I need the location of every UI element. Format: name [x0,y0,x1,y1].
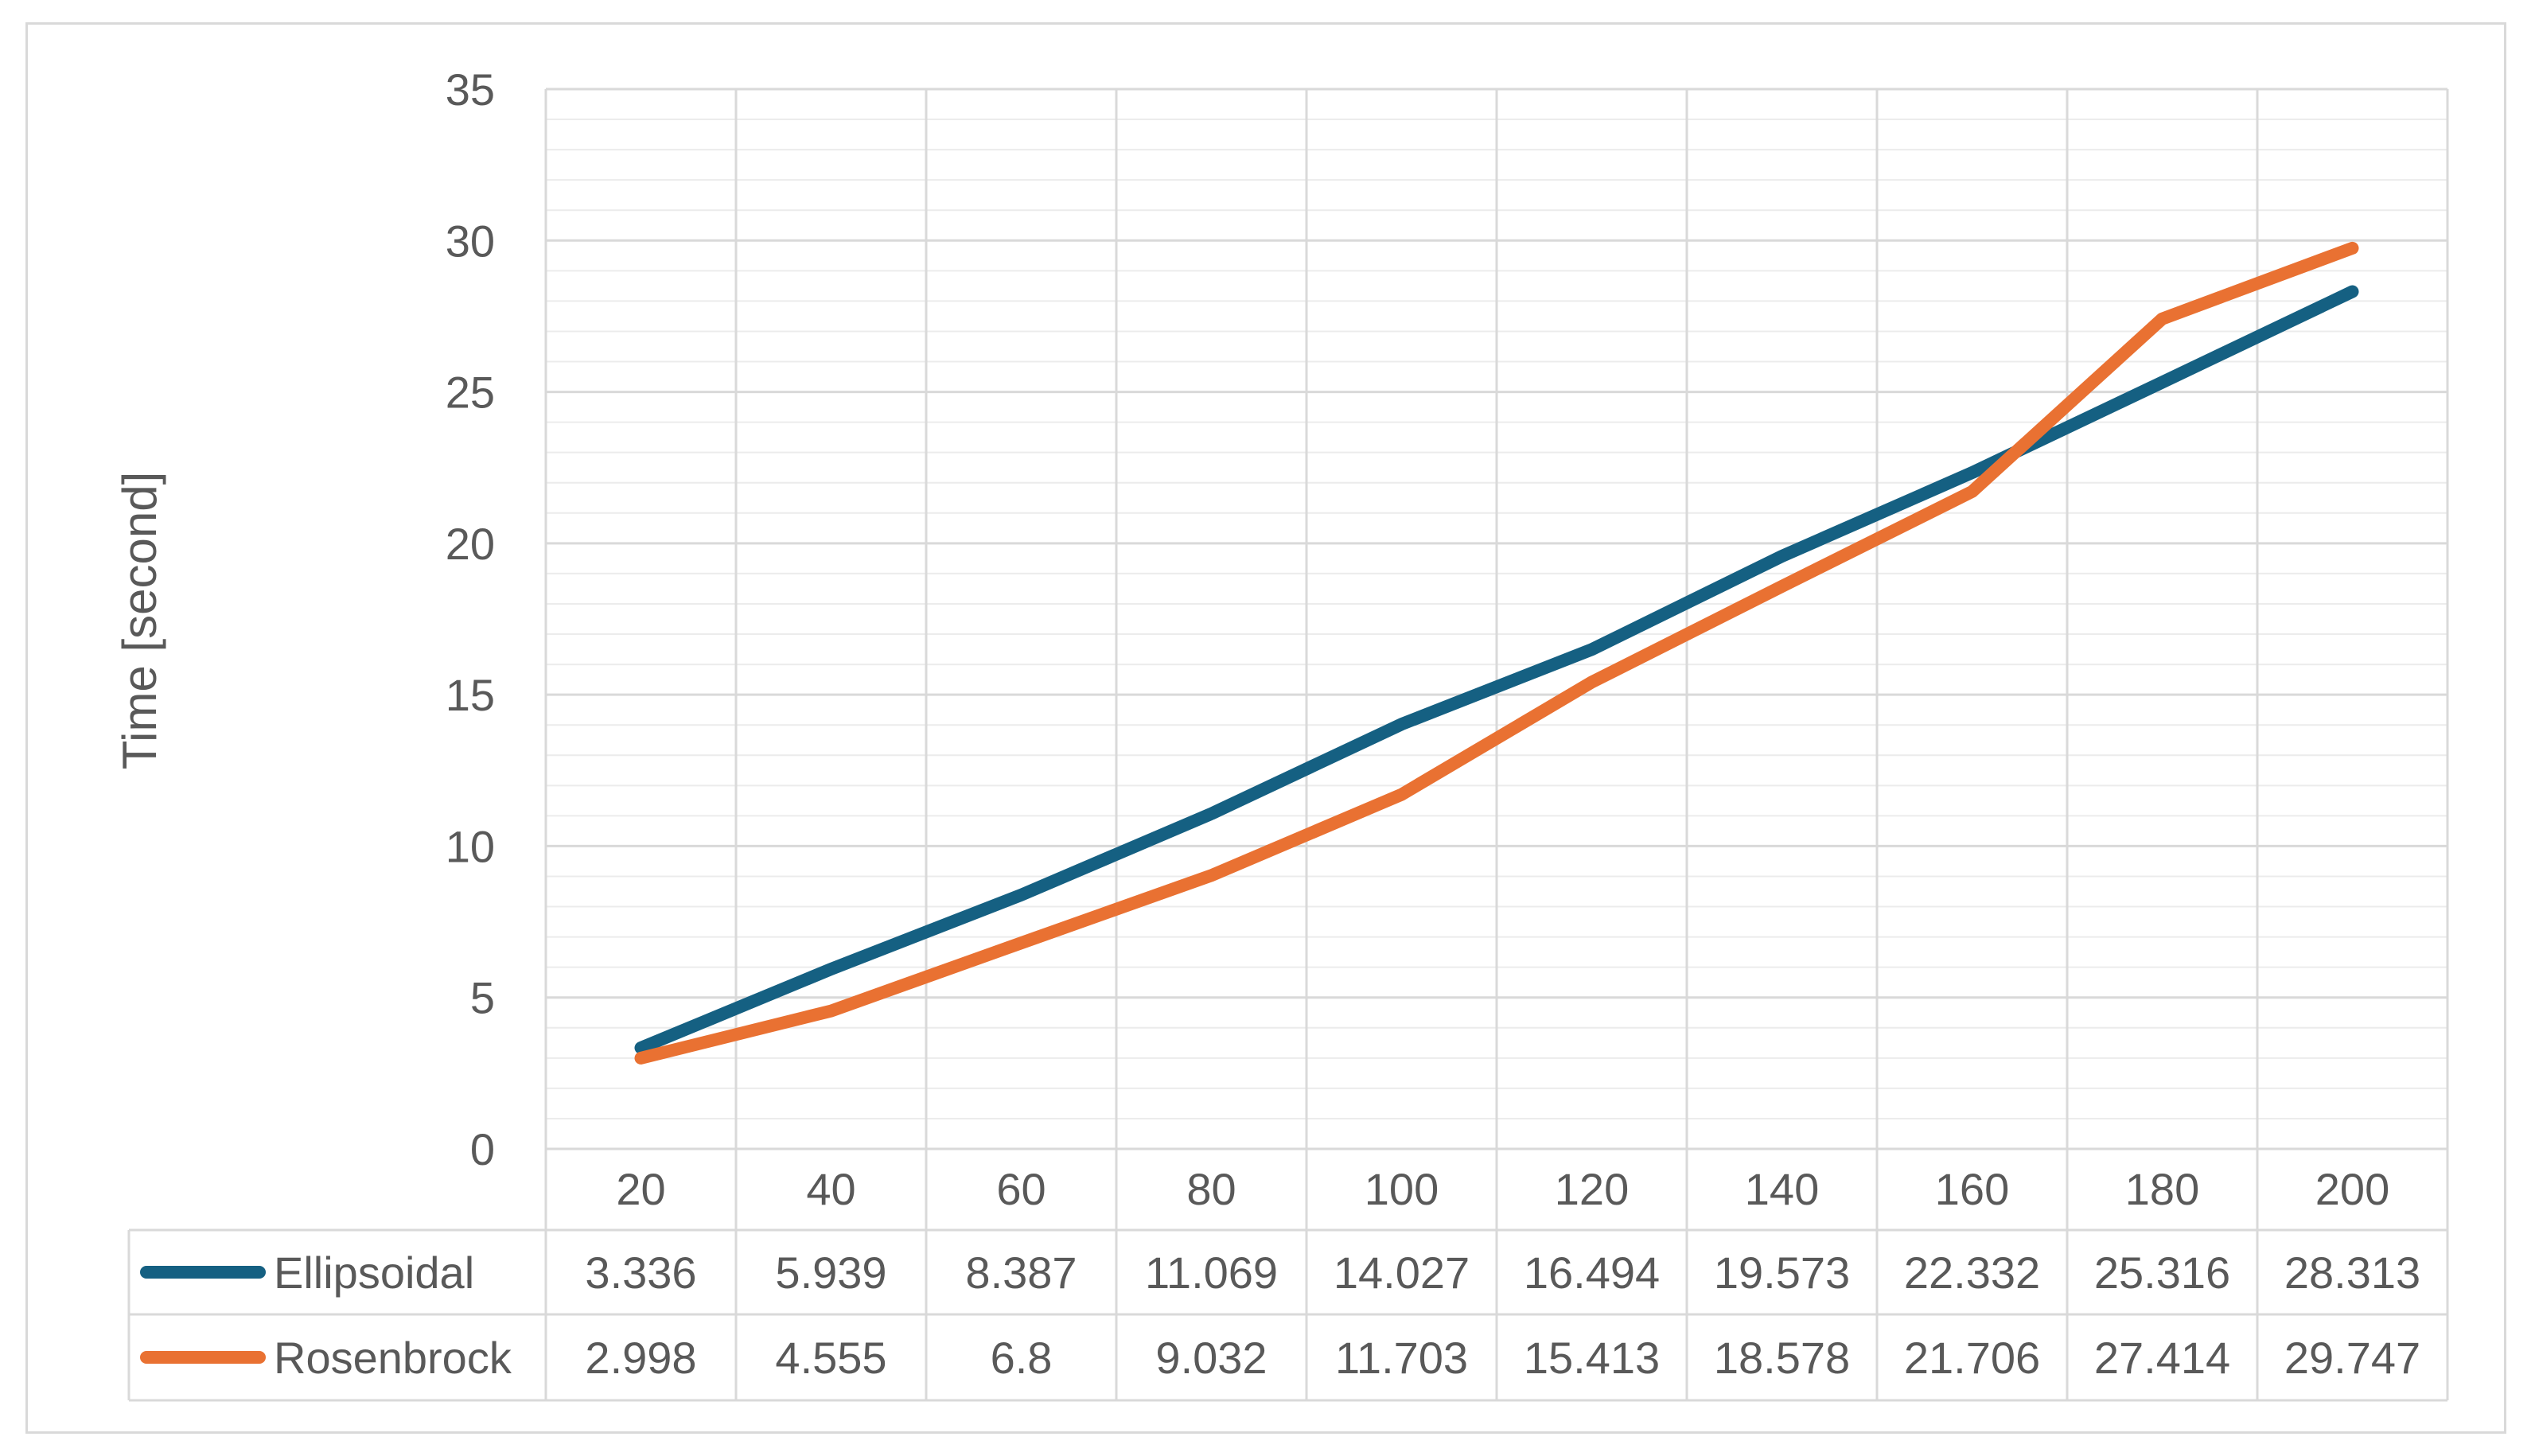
series-lines [634,241,2359,1065]
data-label: 19.573 [1714,1248,1850,1298]
y-tick-label: 15 [446,670,495,720]
data-label: 16.494 [1524,1248,1660,1298]
y-tick-label: 25 [446,368,495,418]
x-tick-label: 160 [1935,1164,2009,1214]
y-tick-label: 30 [446,216,495,266]
data-label: 28.313 [2284,1248,2420,1298]
legend-label-rosenbrock: Rosenbrock [274,1333,512,1383]
x-tick-label: 180 [2125,1164,2199,1214]
x-tick-label: 120 [1555,1164,1629,1214]
y-axis-tick-labels: 0 5 10 15 20 25 30 35 [446,64,495,1174]
series-line-ellipsoidal [634,285,2359,1054]
y-tick-label: 5 [470,973,495,1023]
x-tick-label: 60 [996,1164,1046,1214]
legend-label-ellipsoidal: Ellipsoidal [274,1248,474,1298]
data-label: 14.027 [1334,1248,1470,1298]
y-axis-label: Time [second] [113,472,166,770]
data-table: 20 40 60 80 100 120 140 160 180 200 Ellipsoidal 3.3… [127,1164,2447,1402]
y-tick-label: 35 [446,64,495,115]
data-label: 22.332 [1904,1248,2040,1298]
x-tick-label: 20 [616,1164,665,1214]
series-line-rosenbrock [634,241,2359,1065]
data-label: 4.555 [775,1333,886,1383]
data-label: 29.747 [2284,1333,2420,1383]
data-label: 9.032 [1155,1333,1267,1383]
data-label: 25.316 [2094,1248,2230,1298]
data-label: 6.8 [991,1333,1053,1383]
data-label: 27.414 [2094,1333,2230,1383]
data-label: 11.069 [1145,1248,1278,1298]
data-label: 11.703 [1335,1333,1468,1383]
x-tick-label: 200 [2315,1164,2389,1214]
y-tick-label: 20 [446,519,495,569]
y-tick-label: 10 [446,821,495,871]
data-label: 3.336 [585,1248,696,1298]
x-tick-label: 100 [1365,1164,1439,1214]
chart-frame [25,22,2506,1434]
data-label: 15.413 [1524,1333,1660,1383]
y-tick-label: 0 [470,1124,495,1174]
data-label: 18.578 [1714,1333,1850,1383]
data-label: 8.387 [965,1248,1077,1298]
data-label: 5.939 [775,1248,886,1298]
data-label: 21.706 [1904,1333,2040,1383]
x-tick-label: 80 [1186,1164,1236,1214]
x-tick-label: 40 [806,1164,855,1214]
x-tick-label: 140 [1745,1164,1819,1214]
data-label: 2.998 [585,1333,696,1383]
